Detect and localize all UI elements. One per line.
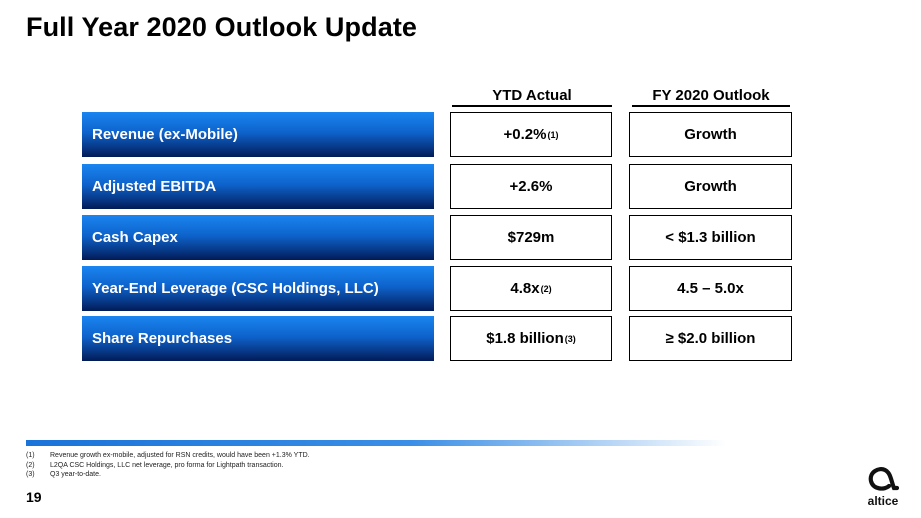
outlook-row: Cash Capex $729m < $1.3 billion (0, 215, 921, 260)
ytd-value-box: +2.6% (450, 164, 612, 209)
outlook-row: Year-End Leverage (CSC Holdings, LLC) 4.… (0, 266, 921, 311)
footnote-text: Revenue growth ex-mobile, adjusted for R… (50, 452, 310, 459)
fy-outlook-box: < $1.3 billion (629, 215, 792, 260)
outlook-row: Adjusted EBITDA +2.6% Growth (0, 164, 921, 209)
page-number: 19 (26, 489, 42, 505)
ytd-value: $729m (507, 229, 555, 246)
altice-logo-icon (868, 467, 899, 491)
ytd-value: 4.8x (510, 280, 540, 297)
fy-outlook-box: ≥ $2.0 billion (629, 316, 792, 361)
footer-divider (26, 440, 726, 446)
metric-label: Adjusted EBITDA (82, 164, 434, 209)
fy-outlook-value: Growth (684, 126, 737, 143)
logo-wordmark: altice (867, 494, 899, 508)
ytd-value-box: $729m (450, 215, 612, 260)
column-header-fy-outlook: FY 2020 Outlook (632, 87, 790, 107)
footnote-number: (1) (26, 452, 35, 459)
ytd-value-box: +0.2% (1) (450, 112, 612, 157)
footnote-ref: (1) (547, 129, 559, 140)
fy-outlook-value: ≥ $2.0 billion (665, 330, 756, 347)
metric-label: Year-End Leverage (CSC Holdings, LLC) (82, 266, 434, 311)
footnotes: (1) Revenue growth ex-mobile, adjusted f… (26, 451, 310, 480)
ytd-value: $1.8 billion (486, 330, 564, 347)
fy-outlook-value: < $1.3 billion (665, 229, 756, 246)
footnote: (3) Q3 year-to-date. (26, 470, 310, 480)
fy-outlook-box: 4.5 – 5.0x (629, 266, 792, 311)
ytd-value: +2.6% (509, 178, 553, 195)
footnote-number: (3) (26, 471, 35, 478)
footnote-text: L2QA CSC Holdings, LLC net leverage, pro… (50, 461, 284, 469)
ytd-value-box: $1.8 billion (3) (450, 316, 612, 361)
page-title: Full Year 2020 Outlook Update (26, 12, 418, 42)
fy-outlook-value: Growth (684, 178, 737, 195)
fy-outlook-box: Growth (629, 112, 792, 157)
fy-outlook-box: Growth (629, 164, 792, 209)
footnote-text: Q3 year-to-date. (50, 471, 101, 478)
outlook-row: Revenue (ex-Mobile) +0.2% (1) Growth (0, 112, 921, 157)
outlook-row: Share Repurchases $1.8 billion (3) ≥ $2.0… (0, 316, 921, 361)
altice-logo: altice (858, 464, 908, 510)
metric-label: Cash Capex (82, 215, 434, 260)
metric-label: Share Repurchases (82, 316, 434, 361)
footnote-number: (2) (26, 461, 35, 469)
footnote: (1) Revenue growth ex-mobile, adjusted f… (26, 451, 310, 461)
ytd-value-box: 4.8x (2) (450, 266, 612, 311)
footnote-ref: (2) (540, 283, 552, 294)
column-header-ytd-actual: YTD Actual (452, 87, 612, 107)
fy-outlook-value: 4.5 – 5.0x (677, 280, 744, 297)
metric-label: Revenue (ex-Mobile) (82, 112, 434, 157)
ytd-value: +0.2% (503, 126, 547, 143)
footnote: (2) L2QA CSC Holdings, LLC net leverage,… (26, 461, 310, 471)
footnote-ref: (3) (564, 333, 576, 344)
